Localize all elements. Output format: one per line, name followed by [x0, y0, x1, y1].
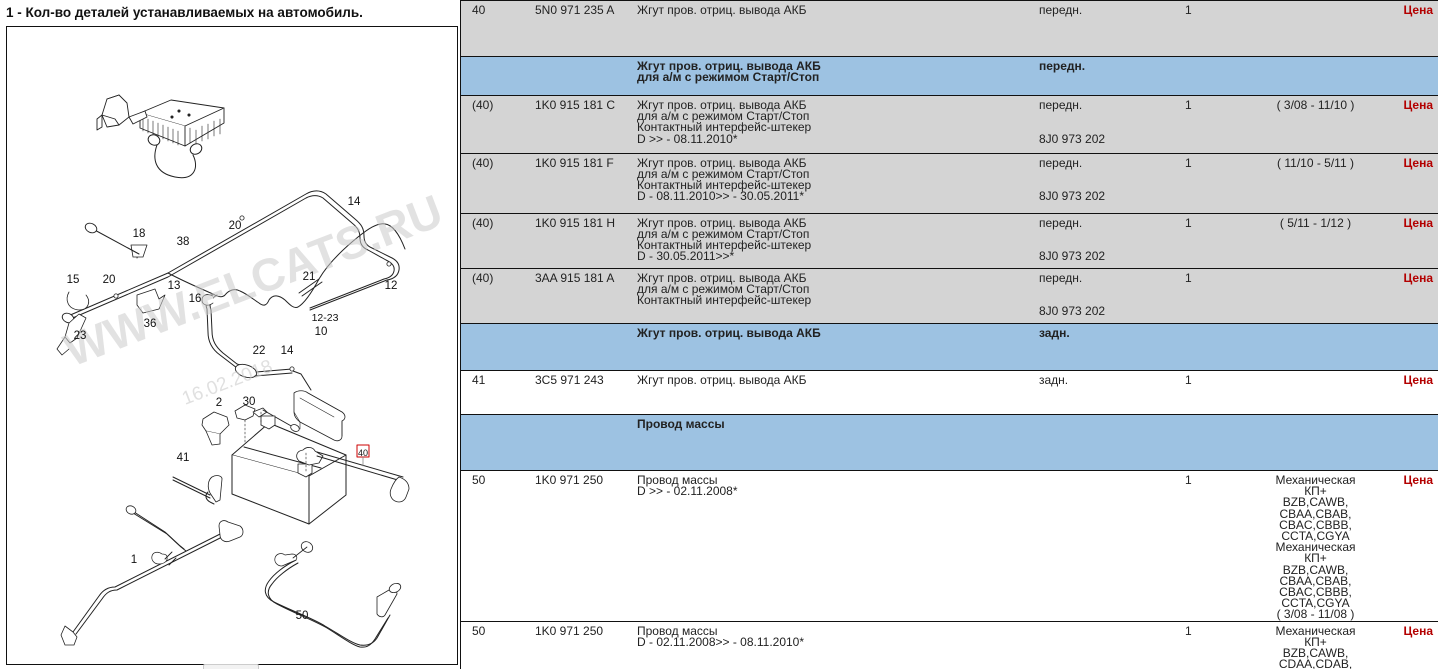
svg-text:15: 15 — [67, 274, 80, 286]
svg-text:10: 10 — [315, 326, 328, 338]
svg-text:16: 16 — [189, 293, 202, 305]
svg-text:18: 18 — [133, 228, 146, 240]
svg-text:41: 41 — [177, 452, 190, 464]
svg-text:40: 40 — [358, 448, 368, 458]
svg-text:50: 50 — [296, 610, 309, 622]
svg-text:21: 21 — [303, 271, 316, 283]
svg-text:2: 2 — [216, 397, 222, 409]
svg-text:14: 14 — [281, 345, 294, 357]
svg-text:12: 12 — [385, 280, 398, 292]
svg-text:30: 30 — [243, 396, 256, 408]
svg-text:20: 20 — [103, 274, 116, 286]
svg-text:38: 38 — [177, 236, 190, 248]
svg-text:22: 22 — [253, 345, 266, 357]
svg-text:12-23: 12-23 — [312, 312, 339, 324]
svg-text:36: 36 — [144, 318, 157, 330]
svg-text:1: 1 — [131, 554, 137, 566]
svg-text:20: 20 — [229, 220, 242, 232]
svg-text:23: 23 — [74, 330, 87, 342]
svg-text:16.02.2018: 16.02.2018 — [179, 356, 275, 410]
svg-text:14: 14 — [348, 196, 361, 208]
svg-text:13: 13 — [168, 280, 181, 292]
